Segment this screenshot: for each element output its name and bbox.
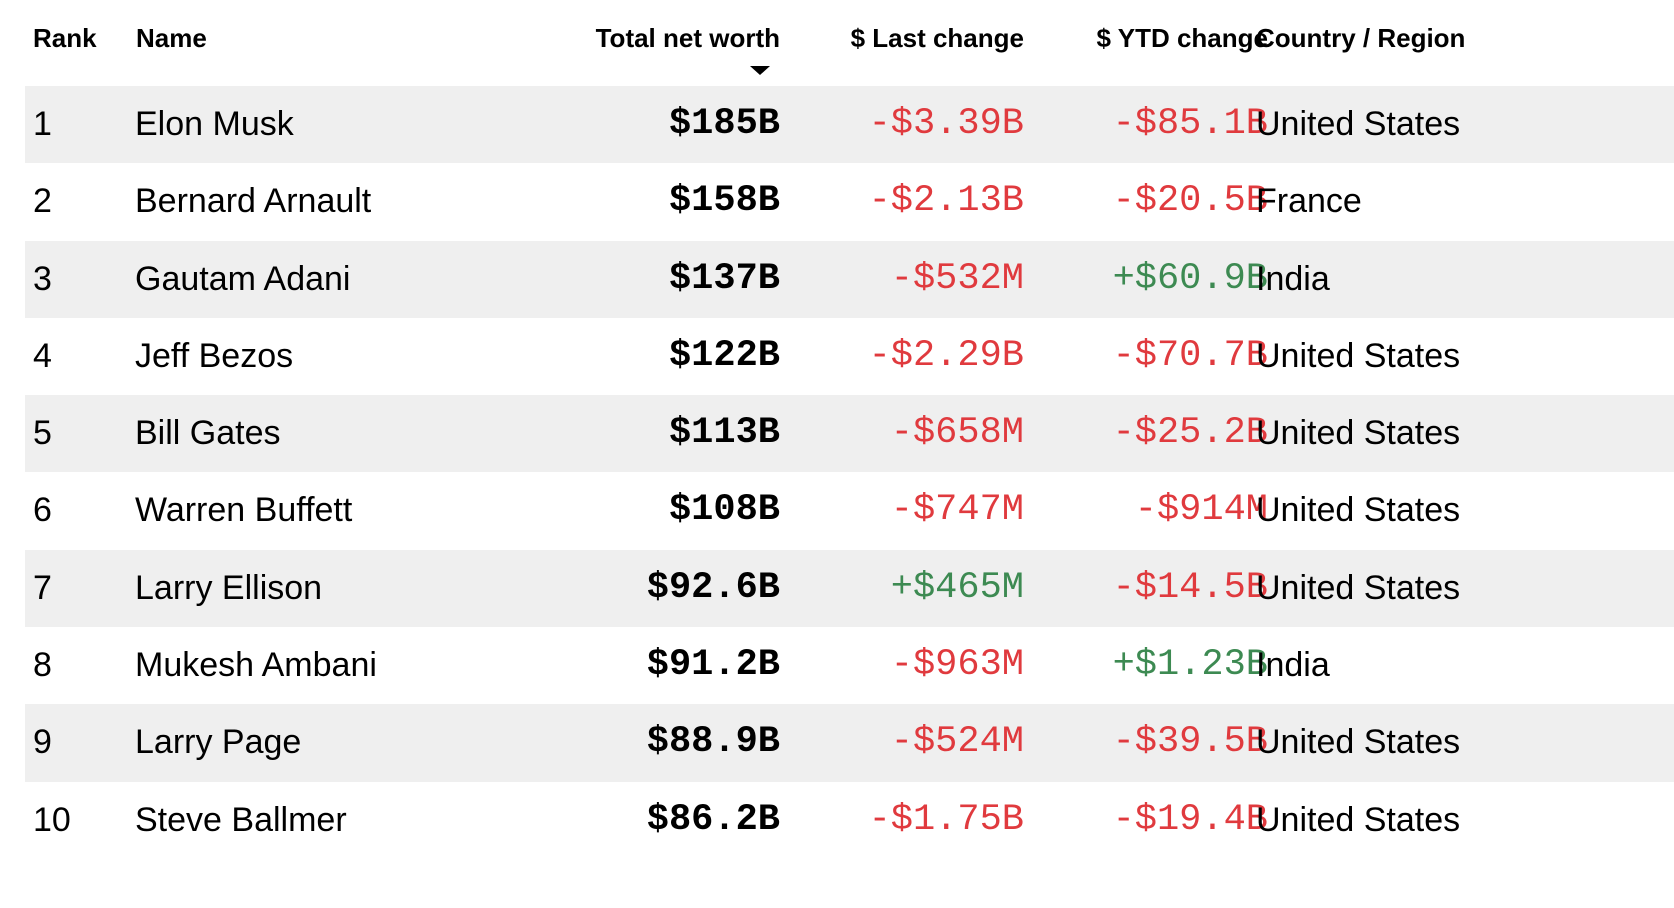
country-cell: India xyxy=(1256,646,1330,685)
country-cell: United States xyxy=(1256,414,1461,453)
net-worth-cell: $91.2B xyxy=(646,644,780,687)
last-change-cell: -$2.29B xyxy=(868,334,1024,377)
rank-cell: 6 xyxy=(33,491,52,530)
rank-cell: 7 xyxy=(33,568,52,607)
name-cell: Jeff Bezos xyxy=(135,336,294,375)
table-row[interactable]: 4 Jeff Bezos $122B -$2.29B -$70.7B United Sta… xyxy=(25,318,1674,395)
last-change-cell: -$524M xyxy=(890,721,1024,764)
net-worth-cell: $185B xyxy=(668,103,780,145)
ytd-change-cell: -$14.5B xyxy=(1112,566,1268,609)
table-row[interactable]: 3 Gautam Adani $137B -$532M +$60.9B India xyxy=(25,240,1674,318)
column-header-last-change[interactable]: $ Last change xyxy=(850,23,1024,53)
ytd-change-cell: -$39.5B xyxy=(1112,721,1268,764)
table-row[interactable]: 10 Steve Ballmer $86.2B -$1.75B -$19.4B Unite… xyxy=(25,782,1674,859)
column-header-ytd-change[interactable]: $ YTD change xyxy=(1096,23,1268,53)
net-worth-cell: $88.9B xyxy=(646,721,780,764)
billionaires-table: Rank Name Total net worth $ Last change … xyxy=(25,0,1674,859)
ytd-change-cell: -$70.7B xyxy=(1112,334,1268,377)
country-cell: United States xyxy=(1256,336,1461,375)
country-cell: United States xyxy=(1256,568,1461,607)
country-cell: France xyxy=(1256,182,1362,221)
rank-cell: 3 xyxy=(33,259,52,298)
table-header: Rank Name Total net worth $ Last change … xyxy=(25,0,1674,86)
table-row[interactable]: 9 Larry Page $88.9B -$524M -$39.5B United Sta… xyxy=(25,704,1674,782)
last-change-cell: -$532M xyxy=(890,257,1024,300)
country-cell: United States xyxy=(1256,723,1461,762)
column-header-name[interactable]: Name xyxy=(136,23,207,53)
last-change-cell: -$747M xyxy=(890,489,1024,532)
ytd-change-cell: -$914M xyxy=(1134,489,1268,532)
net-worth-cell: $122B xyxy=(668,334,780,377)
name-cell: Gautam Adani xyxy=(135,259,351,298)
last-change-cell: -$658M xyxy=(890,412,1024,455)
ytd-change-cell: -$19.4B xyxy=(1112,798,1268,841)
net-worth-cell: $92.6B xyxy=(646,566,780,609)
ytd-change-cell: -$85.1B xyxy=(1112,103,1268,145)
rank-cell: 5 xyxy=(33,414,52,453)
ytd-change-cell: -$25.2B xyxy=(1112,412,1268,455)
name-cell: Larry Ellison xyxy=(135,568,323,607)
last-change-cell: -$2.13B xyxy=(868,180,1024,223)
net-worth-cell: $113B xyxy=(668,412,780,455)
table-row[interactable]: 8 Mukesh Ambani $91.2B -$963M +$1.23B India xyxy=(25,627,1674,704)
country-cell: United States xyxy=(1256,491,1461,530)
name-cell: Elon Musk xyxy=(135,105,294,143)
net-worth-cell: $137B xyxy=(668,257,780,300)
rank-cell: 8 xyxy=(33,646,52,685)
country-cell: United States xyxy=(1256,800,1461,839)
ytd-change-cell: +$1.23B xyxy=(1112,644,1268,687)
name-cell: Larry Page xyxy=(135,723,302,762)
table-row[interactable]: 7 Larry Ellison $92.6B +$465M -$14.5B United … xyxy=(25,549,1674,628)
last-change-cell: -$3.39B xyxy=(868,103,1024,145)
net-worth-cell: $86.2B xyxy=(646,798,780,841)
net-worth-cell: $108B xyxy=(668,489,780,532)
table-body: 1 Elon Musk $185B -$3.39B -$85.1B United Stat… xyxy=(25,86,1674,859)
name-cell: Warren Buffett xyxy=(135,491,353,530)
net-worth-cell: $158B xyxy=(668,180,780,223)
country-cell: United States xyxy=(1256,105,1461,143)
last-change-cell: +$465M xyxy=(890,566,1024,609)
rank-cell: 2 xyxy=(33,182,52,221)
table-row[interactable]: 2 Bernard Arnault $158B -$2.13B -$20.5B Franc… xyxy=(25,163,1674,240)
name-cell: Steve Ballmer xyxy=(135,800,347,839)
ytd-change-cell: -$20.5B xyxy=(1112,180,1268,223)
name-cell: Bernard Arnault xyxy=(135,182,372,221)
table-row[interactable]: 5 Bill Gates $113B -$658M -$25.2B United Stat… xyxy=(25,395,1674,473)
table-row[interactable]: 1 Elon Musk $185B -$3.39B -$85.1B United Stat… xyxy=(25,86,1674,164)
rank-cell: 10 xyxy=(33,800,71,839)
rank-cell: 1 xyxy=(33,105,52,143)
name-cell: Bill Gates xyxy=(135,414,281,453)
table-row[interactable]: 6 Warren Buffett $108B -$747M -$914M United S… xyxy=(25,472,1674,549)
rank-cell: 4 xyxy=(33,336,52,375)
rank-cell: 9 xyxy=(33,723,52,762)
column-header-net-worth[interactable]: Total net worth xyxy=(595,23,780,53)
column-header-rank[interactable]: Rank xyxy=(33,23,97,53)
ytd-change-cell: +$60.9B xyxy=(1112,257,1268,300)
last-change-cell: -$1.75B xyxy=(868,798,1024,841)
last-change-cell: -$963M xyxy=(890,644,1024,687)
country-cell: India xyxy=(1256,259,1330,298)
column-header-country[interactable]: Country / Region xyxy=(1256,23,1466,53)
name-cell: Mukesh Ambani xyxy=(135,646,377,685)
sort-descending-icon[interactable] xyxy=(750,66,770,75)
